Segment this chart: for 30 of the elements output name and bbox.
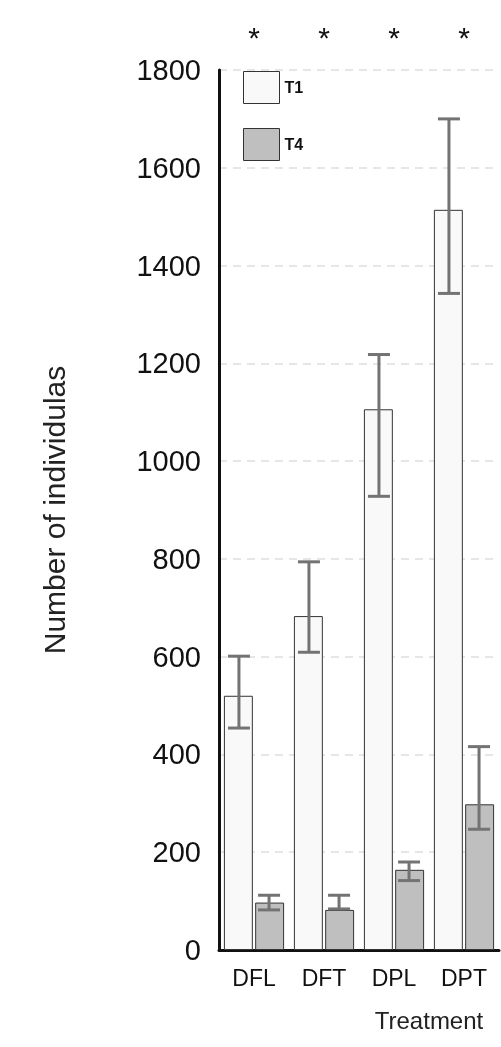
bar bbox=[465, 804, 495, 950]
bar bbox=[363, 409, 393, 950]
x-tick-label: DFL bbox=[232, 964, 276, 991]
text: * bbox=[318, 20, 331, 54]
text: * bbox=[248, 20, 261, 54]
y-tick-label: 1000 bbox=[136, 445, 201, 478]
bar bbox=[255, 902, 285, 950]
bar bbox=[395, 869, 425, 950]
text: * bbox=[388, 20, 401, 54]
x-tick-label: DPL bbox=[371, 964, 417, 991]
y-tick-label: 800 bbox=[152, 542, 201, 575]
x-tick-label: DPT bbox=[441, 964, 487, 991]
bar bbox=[293, 616, 323, 950]
y-tick-label: 200 bbox=[152, 836, 201, 869]
bar bbox=[325, 909, 355, 950]
text: * bbox=[458, 20, 471, 54]
y-axis-title: Number of individulas bbox=[37, 365, 71, 655]
legend-label: T4 bbox=[284, 136, 304, 153]
bar bbox=[433, 209, 463, 950]
legend-label: T1 bbox=[284, 79, 304, 96]
y-tick-label: 1600 bbox=[136, 151, 201, 184]
y-tick-label: 600 bbox=[152, 640, 201, 673]
y-tick-label: 400 bbox=[152, 738, 201, 771]
x-tick-label: DFT bbox=[301, 964, 347, 991]
y-tick-label: 1400 bbox=[136, 249, 201, 282]
bar bbox=[223, 695, 253, 950]
y-tick-label: 1800 bbox=[136, 54, 201, 86]
y-tick-label: 0 bbox=[184, 934, 201, 966]
y-tick-label: 1200 bbox=[136, 347, 201, 380]
x-axis-title: Treatment bbox=[374, 1006, 484, 1034]
